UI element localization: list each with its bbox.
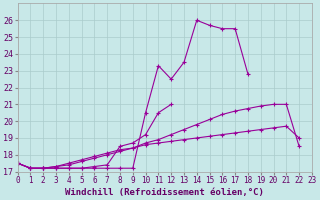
X-axis label: Windchill (Refroidissement éolien,°C): Windchill (Refroidissement éolien,°C) <box>65 188 264 197</box>
